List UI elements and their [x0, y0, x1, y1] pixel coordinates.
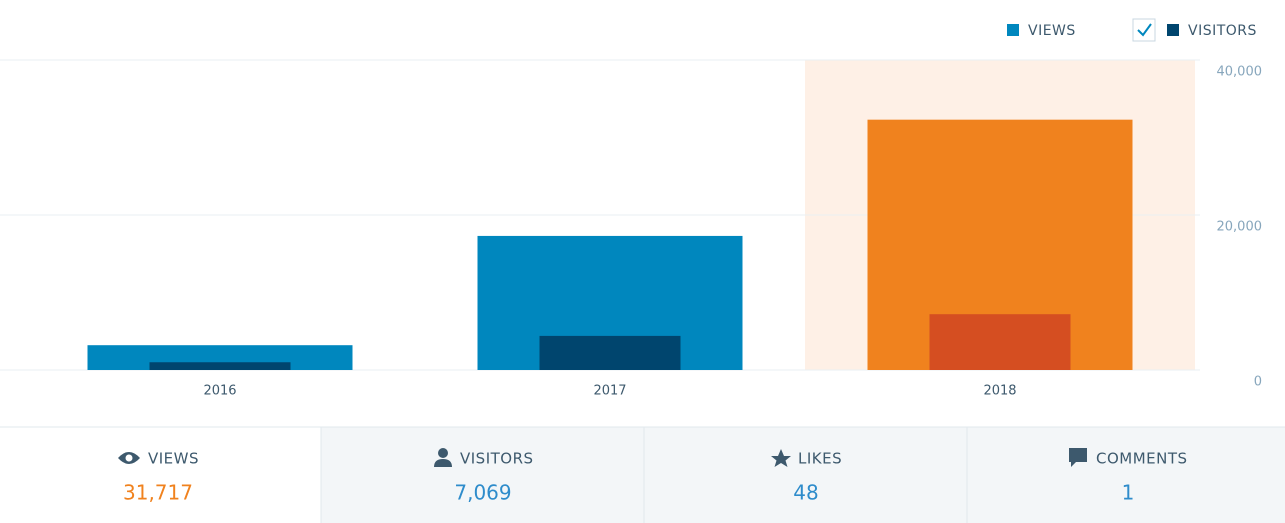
tab-value: 1 — [1122, 481, 1135, 505]
x-tick-label: 2016 — [203, 384, 236, 399]
tab-value: 48 — [793, 481, 818, 505]
legend-swatch — [1167, 24, 1179, 36]
bar — [539, 335, 681, 370]
tab-selected[interactable] — [0, 427, 321, 523]
tab-value: 31,717 — [123, 481, 193, 505]
x-tick-label: 2017 — [593, 384, 626, 399]
tab-label[interactable]: VISITORS — [460, 450, 534, 468]
tab-label[interactable]: VIEWS — [148, 450, 199, 468]
tab-value: 7,069 — [454, 481, 511, 505]
legend-swatch — [1007, 24, 1019, 36]
checkmark — [1137, 23, 1152, 37]
bar — [149, 362, 291, 370]
y-tick-label: 20,000 — [1217, 220, 1263, 235]
legend-label[interactable]: VISITORS — [1188, 23, 1257, 39]
y-tick-label: 0 — [1254, 375, 1262, 390]
y-tick-label: 40,000 — [1217, 65, 1263, 80]
eye-pupil — [125, 454, 133, 462]
person-icon — [438, 448, 448, 458]
legend-checkbox[interactable] — [1132, 18, 1156, 42]
legend-label[interactable]: VIEWS — [1028, 23, 1076, 39]
x-tick-label: 2018 — [983, 384, 1016, 399]
tab-label[interactable]: LIKES — [798, 450, 842, 468]
chart-area: 0 20,000 40,000 2016 2017 2018 — [0, 59, 1263, 399]
icons — [118, 448, 1087, 467]
bar — [929, 314, 1071, 370]
comment-icon — [1069, 448, 1087, 467]
person-body — [434, 459, 452, 467]
star-icon — [771, 449, 791, 467]
tab-label[interactable]: COMMENTS — [1096, 450, 1188, 468]
